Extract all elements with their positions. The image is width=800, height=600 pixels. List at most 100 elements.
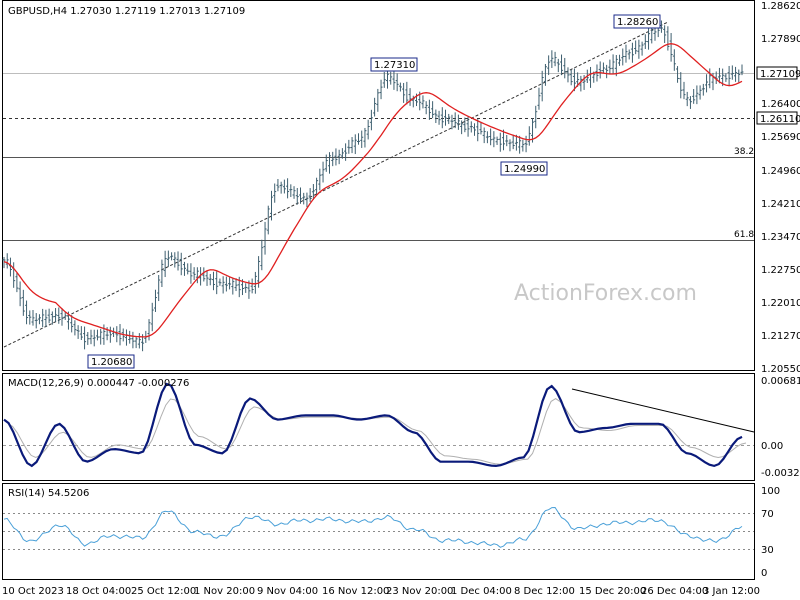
price-bar bbox=[695, 85, 699, 105]
price-bar bbox=[70, 315, 74, 333]
price-bar bbox=[582, 75, 586, 90]
price-bar bbox=[302, 192, 306, 205]
price-bar bbox=[569, 69, 573, 86]
price-bar bbox=[460, 120, 464, 135]
macd-trend-line bbox=[571, 388, 755, 433]
price-bar bbox=[179, 252, 183, 276]
price-bar bbox=[685, 91, 689, 107]
price-bar bbox=[708, 68, 712, 89]
x-tick: 23 Nov 20:00 bbox=[386, 586, 453, 597]
price-bar bbox=[637, 39, 641, 59]
price-bar bbox=[157, 275, 161, 302]
price-bar bbox=[331, 151, 335, 167]
x-tick: 1 Nov 20:00 bbox=[194, 586, 255, 597]
price-bar bbox=[221, 276, 225, 294]
price-bar bbox=[273, 183, 277, 203]
price-bar bbox=[366, 119, 370, 140]
price-bar bbox=[205, 271, 209, 286]
price-bar bbox=[369, 109, 373, 131]
price-bar bbox=[382, 71, 386, 88]
price-bar bbox=[186, 263, 190, 275]
y-tick: 1.28620 bbox=[761, 1, 800, 12]
price-bar bbox=[305, 192, 309, 208]
price-bar bbox=[424, 101, 428, 115]
price-bar bbox=[601, 62, 605, 74]
macd-header: MACD(12,26,9) 0.000447 -0.000276 bbox=[8, 378, 189, 389]
price-bar bbox=[682, 81, 686, 100]
price-bar bbox=[324, 154, 328, 172]
price-bar bbox=[608, 59, 612, 75]
price-bar bbox=[250, 278, 254, 294]
price-bar bbox=[473, 123, 477, 136]
price-bar bbox=[740, 64, 744, 76]
price-bar bbox=[211, 271, 215, 291]
price-bar bbox=[54, 308, 58, 323]
x-axis: 10 Oct 2023 18 Oct 04:00 25 Oct 12:00 1 … bbox=[2, 586, 760, 597]
price-bar bbox=[292, 186, 296, 199]
price-bar bbox=[115, 326, 119, 343]
x-tick: 25 Oct 12:00 bbox=[131, 586, 196, 597]
x-tick: 18 Oct 04:00 bbox=[66, 586, 131, 597]
price-bar bbox=[540, 70, 544, 102]
price-bar bbox=[492, 131, 496, 148]
price-bar bbox=[89, 329, 93, 345]
price-bar bbox=[389, 71, 393, 85]
price-bar bbox=[192, 267, 196, 280]
price-bar bbox=[160, 259, 164, 288]
annotation-high-127310: 1.27310 bbox=[370, 57, 418, 72]
price-bar bbox=[643, 34, 647, 49]
macd-y-tick: 0.006819 bbox=[761, 376, 800, 387]
price-bar bbox=[640, 41, 644, 56]
y-tick: 1.20550 bbox=[761, 364, 800, 375]
x-tick: 16 Nov 12:00 bbox=[322, 586, 389, 597]
price-bar bbox=[2, 257, 6, 269]
fib-618-label: 61.8 bbox=[734, 230, 754, 240]
price-bar bbox=[572, 68, 576, 92]
price-bar bbox=[347, 139, 351, 154]
price-bar bbox=[598, 61, 602, 79]
price-bar bbox=[553, 51, 557, 67]
svg-text:1.28260: 1.28260 bbox=[617, 17, 658, 28]
fib-382-label: 38.2 bbox=[734, 147, 754, 157]
svg-text:1.27109: 1.27109 bbox=[760, 69, 800, 80]
price-bar bbox=[37, 314, 41, 325]
price-bar bbox=[730, 65, 734, 80]
price-bar bbox=[279, 181, 283, 194]
svg-text:1.20680: 1.20680 bbox=[91, 357, 132, 368]
price-bar bbox=[666, 26, 670, 51]
macd-y-tick: 0.00 bbox=[761, 441, 783, 452]
trend-channel-line bbox=[3, 21, 669, 348]
price-bar bbox=[234, 278, 238, 292]
price-bar bbox=[408, 88, 412, 106]
price-bar bbox=[434, 109, 438, 124]
price-bar bbox=[289, 184, 293, 198]
price-bar bbox=[498, 132, 502, 152]
price-bar bbox=[50, 311, 54, 325]
rsi-y-tick: 30 bbox=[761, 545, 774, 556]
rsi-panel-frame bbox=[2, 483, 755, 580]
price-bar bbox=[676, 66, 680, 83]
svg-text:1.24990: 1.24990 bbox=[504, 164, 545, 175]
price-bar bbox=[63, 311, 67, 320]
price-bar bbox=[244, 283, 248, 293]
macd-main-line bbox=[3, 382, 743, 468]
price-bar bbox=[28, 310, 32, 325]
price-bar bbox=[605, 64, 609, 79]
price-bar bbox=[521, 139, 525, 152]
macd-panel-frame bbox=[2, 373, 755, 481]
price-bar bbox=[5, 253, 9, 269]
price-bar bbox=[614, 55, 618, 77]
price-bar bbox=[228, 277, 232, 290]
price-bar bbox=[485, 131, 489, 144]
price-bar bbox=[76, 325, 80, 339]
price-bar bbox=[231, 278, 235, 295]
price-bar bbox=[627, 49, 631, 60]
price-bar bbox=[79, 326, 83, 341]
price-bar bbox=[147, 319, 151, 341]
price-bar bbox=[624, 44, 628, 63]
price-bar bbox=[437, 110, 441, 125]
price-bar bbox=[669, 33, 673, 62]
price-bar bbox=[176, 251, 180, 271]
price-bar bbox=[356, 133, 360, 145]
main-y-axis: 1.28620 1.27890 1.26400 1.25690 1.24960 … bbox=[761, 1, 800, 375]
